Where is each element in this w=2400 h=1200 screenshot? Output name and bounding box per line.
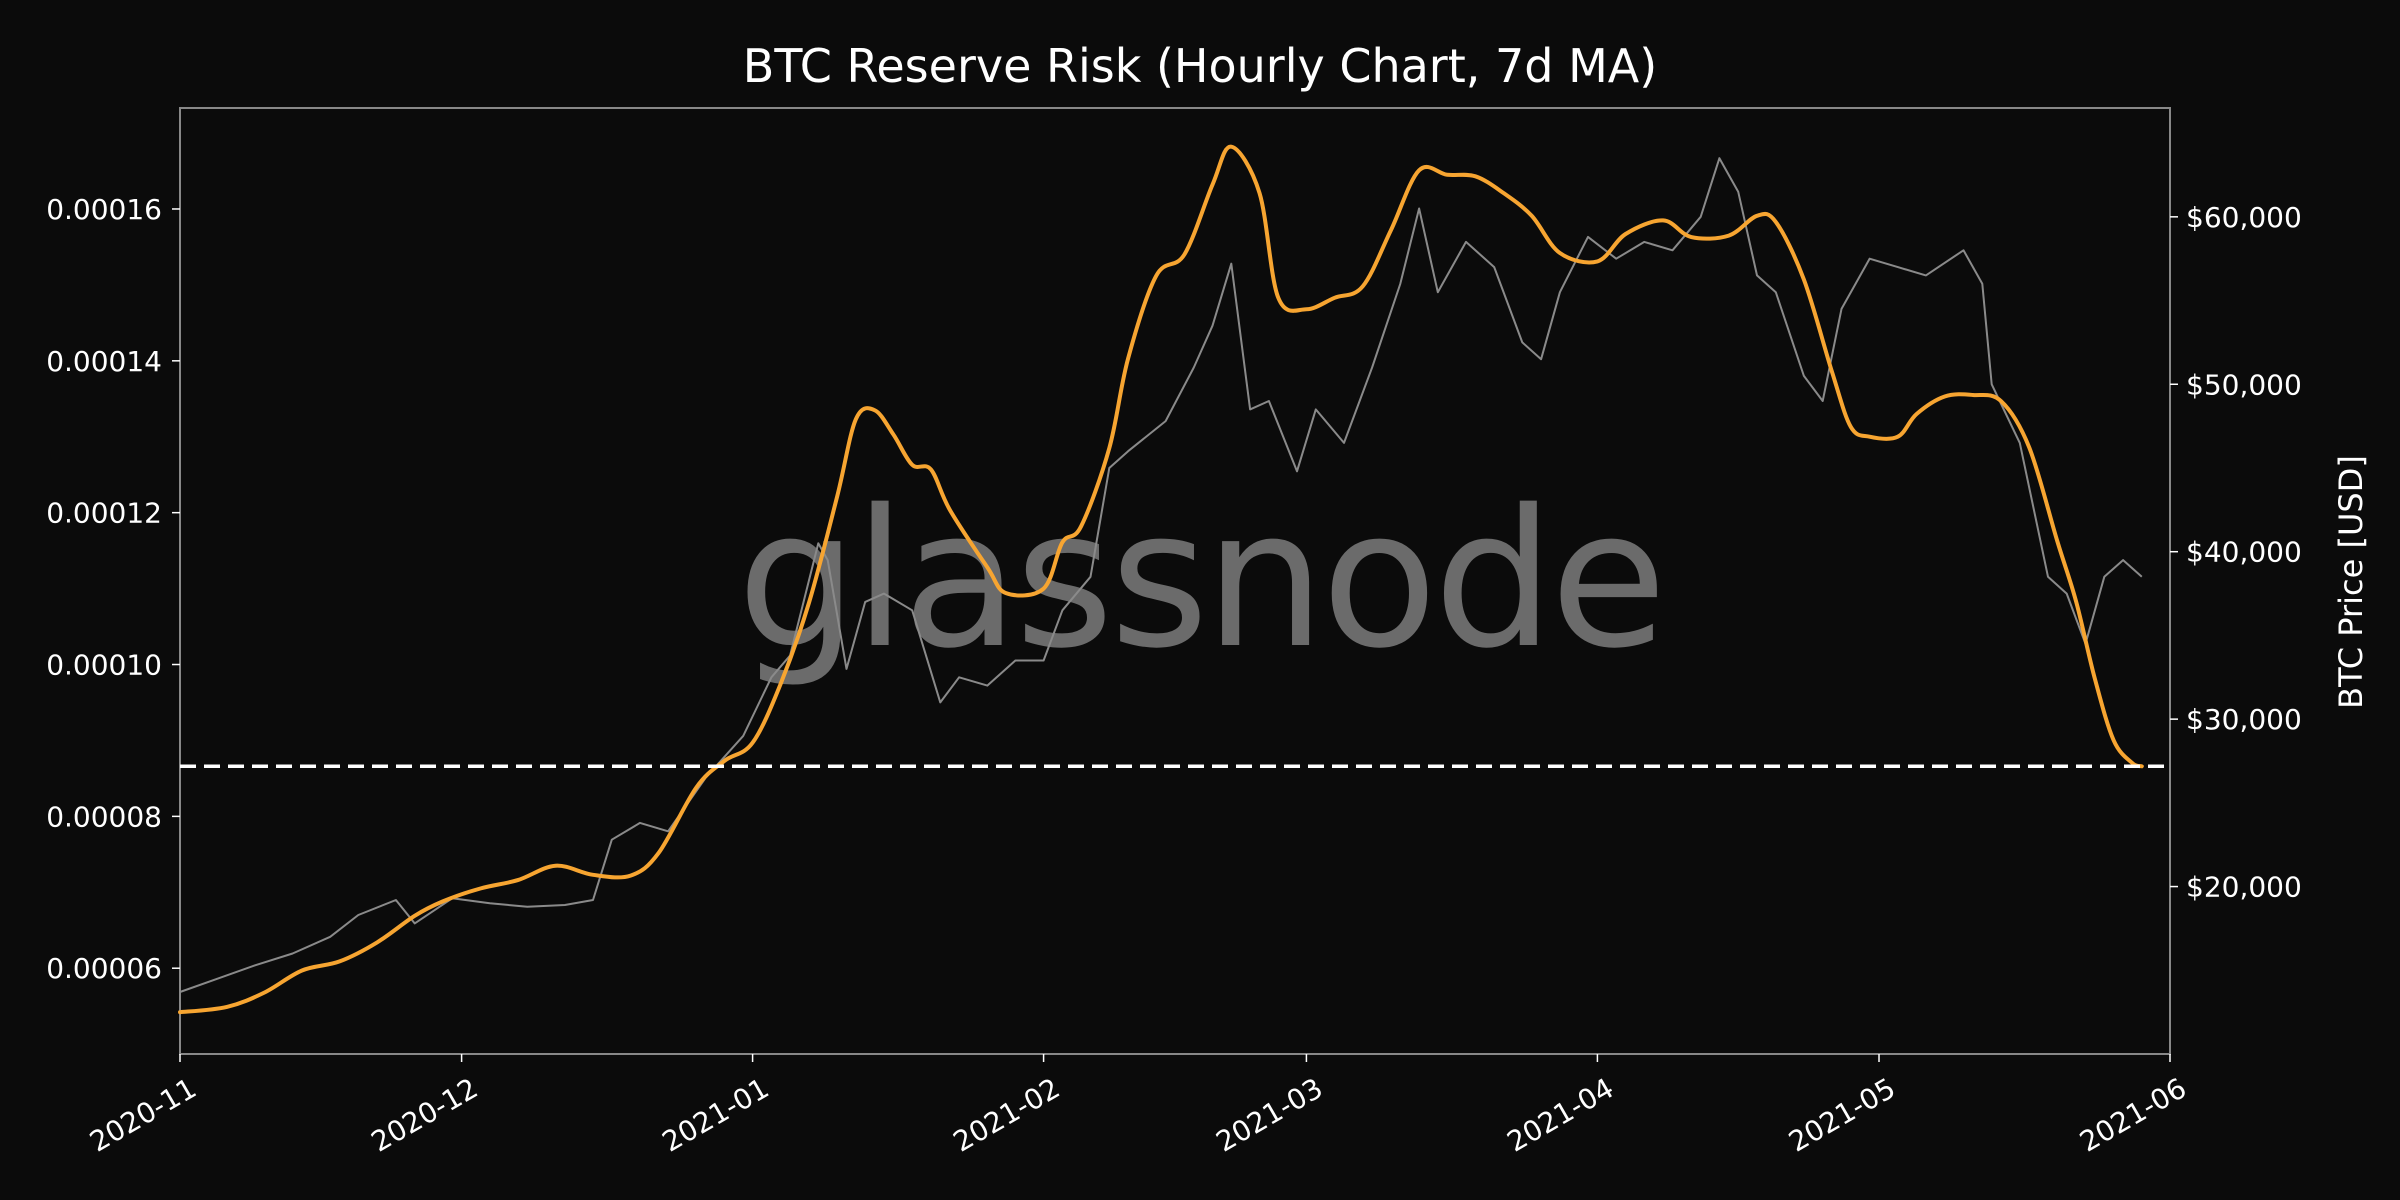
right-axis-ticks: $20,000 $30,000 $40,000 $50,000 $60,000	[2170, 201, 2302, 904]
watermark: glassnode	[737, 469, 1663, 690]
left-tick-label: 0.00006	[46, 952, 162, 985]
btc-price-line	[179, 157, 2143, 993]
right-tick-label: $60,000	[2186, 201, 2302, 234]
left-tick-label: 0.00012	[46, 497, 162, 530]
chart-title: BTC Reserve Risk (Hourly Chart, 7d MA)	[743, 39, 1657, 93]
left-tick-label: 0.00014	[46, 345, 162, 378]
left-axis-ticks: 0.00006 0.00008 0.00010 0.00012 0.00014 0.000…	[46, 193, 180, 985]
right-tick-label: $50,000	[2186, 368, 2302, 401]
plot-frame	[179, 107, 2171, 1055]
left-tick-label: 0.00016	[46, 193, 162, 226]
left-tick-label: 0.00010	[46, 649, 162, 682]
right-tick-label: $40,000	[2186, 536, 2302, 569]
reserve-risk-line	[178, 144, 2144, 1015]
right-axis-label: BTC Price [USD]	[2332, 455, 2370, 709]
price-series-layer	[179, 157, 2143, 993]
right-tick-label: $20,000	[2186, 871, 2302, 904]
right-tick-label: $30,000	[2186, 703, 2302, 736]
reserve-risk-series-layer	[178, 144, 2144, 1015]
left-tick-label: 0.00008	[46, 800, 162, 833]
